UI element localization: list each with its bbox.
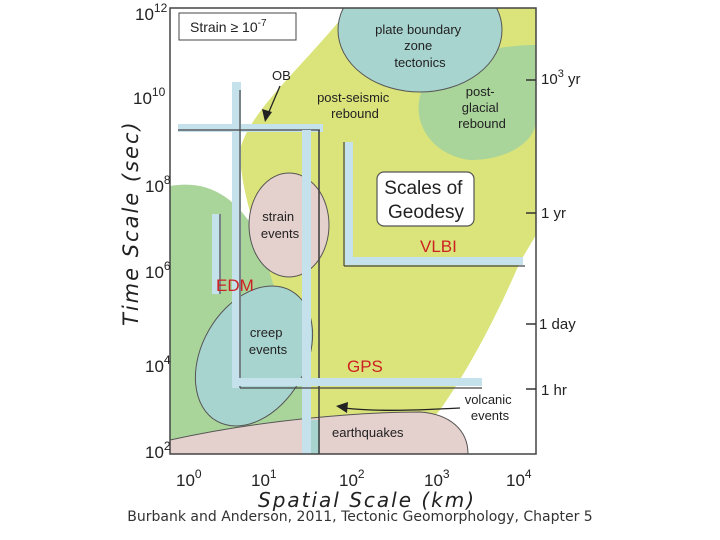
x-tick-0: 100 (176, 467, 202, 490)
y-tick-8: 108 (145, 173, 171, 196)
y-tick-4: 104 (145, 353, 171, 376)
volcanic-arrowhead (336, 402, 348, 413)
y-tick-12: 1012 (135, 1, 168, 24)
vlbi-label: VLBI (420, 237, 457, 256)
strain-label: Strain ≥ 10-7 (190, 18, 267, 35)
strain-box (178, 12, 297, 41)
right-label-1hr: 1 hr (541, 382, 567, 399)
x-tick-4: 104 (506, 467, 532, 490)
x-tick-3: 103 (424, 467, 450, 490)
edm-band-left (212, 214, 221, 294)
volcanic-events-label: volcanic events (465, 392, 516, 423)
x-tick-1: 101 (251, 467, 277, 490)
post-glacial-label: post- glacial rebound (458, 84, 506, 131)
edm-band-right (302, 130, 311, 454)
ob-band-left (232, 82, 241, 388)
plate-boundary-label: plate boundary zone tectonics (375, 22, 465, 70)
ob-label: OB (272, 68, 291, 83)
vlbi-band-bottom (345, 257, 523, 265)
strain-events-region (248, 172, 330, 278)
title-box (376, 171, 475, 227)
right-label-1day: 1 day (539, 316, 576, 333)
earthquakes-label: earthquakes (332, 425, 404, 440)
ob-band-top (178, 124, 323, 132)
plate-boundary-region (337, 8, 503, 93)
post-seismic-label: post-seismic rebound (317, 90, 393, 121)
edm-label: EDM (216, 276, 254, 295)
right-label-1yr: 1 yr (541, 205, 566, 222)
y-tick-2: 102 (145, 439, 171, 462)
plot-frame (169, 7, 537, 455)
citation: Burbank and Anderson, 2011, Tectonic Geo… (127, 509, 593, 525)
ob-arrow (267, 85, 281, 115)
creep-events-label: creep events (249, 325, 288, 357)
gps-band-bottom (232, 378, 482, 386)
volcanic-arrow (343, 407, 461, 411)
vlbi-band-left (345, 142, 353, 262)
y-tick-10: 1010 (133, 85, 166, 108)
y-axis-title: Time Scale (sec) (119, 120, 143, 326)
ob-arrowhead (262, 109, 272, 122)
y-tick-6: 106 (145, 259, 171, 282)
gps-label: GPS (347, 357, 383, 376)
x-tick-2: 102 (339, 467, 365, 490)
x-axis-title: Spatial Scale (km) (258, 488, 476, 512)
right-label-1000yr: 103 yr (541, 68, 580, 88)
strain-events-label: strain events (261, 209, 300, 241)
title-box-text: Scales of Geodesy (384, 178, 467, 223)
